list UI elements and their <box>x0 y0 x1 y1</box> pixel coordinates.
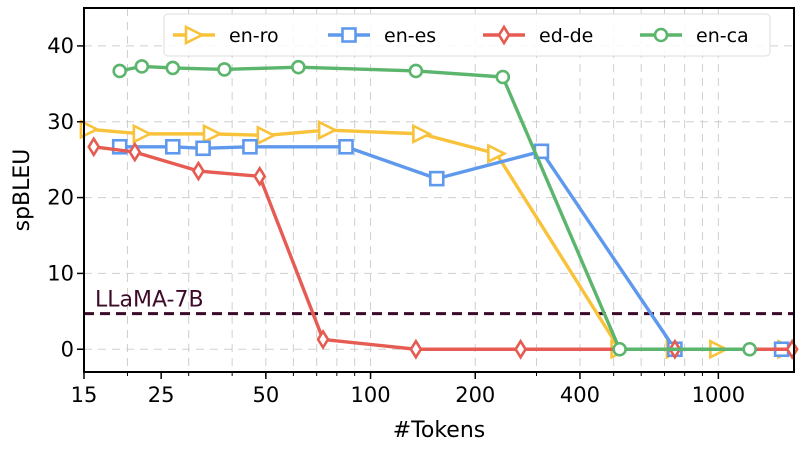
legend-item-en-ca: en-ca <box>640 25 749 47</box>
data-point-en-ca <box>165 60 181 76</box>
llama-reference-label: LLaMA-7B <box>95 288 204 313</box>
series-en-es <box>111 138 790 358</box>
data-point-ed-de <box>128 141 142 163</box>
data-point-en-ca <box>495 69 511 85</box>
x-tick-label: 100 <box>351 383 391 407</box>
data-point-en-ca <box>134 59 150 74</box>
y-tick-label: 10 <box>47 261 74 285</box>
series-line-en-ca <box>119 64 750 351</box>
series-line-en-es <box>119 145 782 351</box>
series-group <box>79 59 799 360</box>
data-point-en-ca <box>291 59 306 75</box>
legend-item-en-es: en-es <box>328 25 436 47</box>
legend-item-ed-de: ed-de <box>483 24 593 47</box>
legend-label: en-ro <box>229 25 279 47</box>
legend-label: en-ca <box>696 25 749 47</box>
data-point-en-es <box>242 138 258 155</box>
data-point-en-ro <box>317 119 339 141</box>
data-point-ed-de <box>253 165 267 187</box>
data-point-en-es <box>195 140 211 157</box>
legend-label: ed-de <box>539 25 593 47</box>
series-line-en-ro <box>88 127 787 351</box>
axes <box>77 7 795 379</box>
data-point-en-ca <box>742 341 757 357</box>
data-point-en-ca <box>217 62 232 77</box>
data-point-en-ro <box>256 125 277 146</box>
series-en-ro <box>79 119 798 360</box>
x-tick-label: 1000 <box>692 383 745 407</box>
data-point-en-ro <box>487 143 508 164</box>
legend: en-ro en-es ed-de en-ca <box>163 13 771 57</box>
data-point-en-ro <box>132 123 153 144</box>
data-point-ed-de <box>191 160 205 182</box>
x-tick-label: 200 <box>455 383 495 407</box>
legend-swatch-marker <box>497 24 511 46</box>
y-axis-title: spBLEU <box>10 149 35 232</box>
y-tick-label: 0 <box>61 337 74 361</box>
y-tick-label: 20 <box>47 186 74 210</box>
legend-swatch-marker <box>341 27 357 43</box>
x-tick-label: 15 <box>71 383 98 407</box>
legend-swatch-marker <box>653 27 669 43</box>
data-point-en-es <box>338 138 354 155</box>
data-point-ed-de <box>514 338 528 360</box>
y-tick-label: 30 <box>47 110 74 134</box>
data-point-en-ca <box>408 63 424 79</box>
y-tick-label: 40 <box>47 34 74 58</box>
data-point-en-ro <box>412 123 433 144</box>
plot-frame <box>83 7 795 373</box>
legend-box <box>163 13 771 57</box>
data-point-en-ca <box>112 63 128 79</box>
data-point-ed-de <box>87 136 101 158</box>
data-point-en-ro <box>202 123 223 144</box>
x-tick-label: 50 <box>252 383 279 407</box>
data-point-ed-de <box>316 328 330 350</box>
grid <box>84 8 794 372</box>
data-point-en-es <box>428 170 445 187</box>
data-point-ed-de <box>409 338 423 360</box>
tick-labels: 0 10 20 30 40 15 25 50 100 200 400 1000 <box>47 34 745 407</box>
series-en-ca <box>112 59 757 357</box>
x-tick-label: 25 <box>148 383 175 407</box>
x-axis-title: #Tokens <box>393 418 486 443</box>
legend-label: en-es <box>384 25 436 47</box>
legend-item-en-ro: en-ro <box>173 24 279 47</box>
data-point-en-es <box>164 138 181 155</box>
data-point-en-ca <box>612 341 627 357</box>
legend-swatch-marker <box>184 24 205 46</box>
reference-line-group: LLaMA-7B <box>84 288 794 316</box>
x-tick-label: 400 <box>560 383 600 407</box>
